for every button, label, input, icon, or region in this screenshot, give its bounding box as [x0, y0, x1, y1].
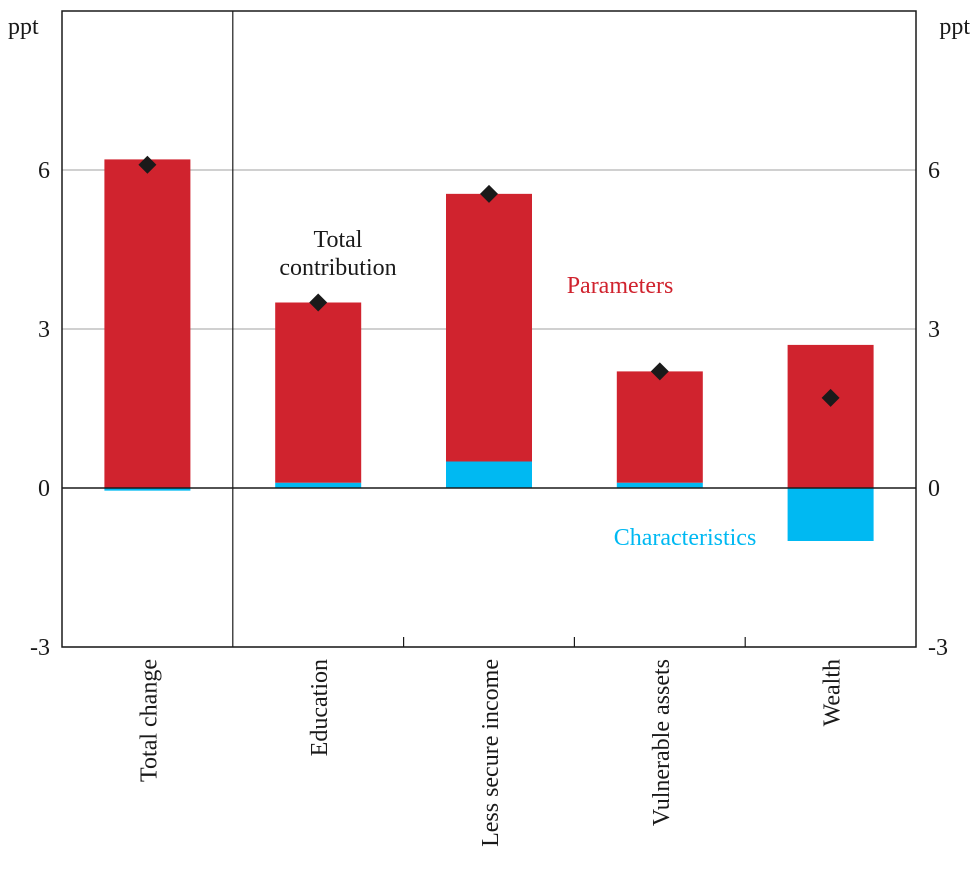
bar-segment — [616, 371, 703, 483]
total-marker — [309, 293, 328, 312]
x-tick-label: Total change — [136, 659, 162, 782]
y2-unit: ppt — [939, 14, 970, 40]
annotation: Parameters — [566, 273, 674, 299]
total-marker — [480, 184, 498, 203]
bars — [104, 159, 874, 541]
total-marker — [821, 388, 840, 407]
annotation: Total contribution — [279, 227, 397, 281]
bar-segment — [616, 482, 703, 488]
bar-segment — [446, 193, 532, 462]
x-tick-label: Education — [307, 659, 333, 756]
total-marker — [650, 362, 669, 381]
y2-tick-label: 3 — [928, 317, 940, 343]
bar-segment — [446, 461, 532, 488]
annotation: Characteristics — [613, 525, 757, 551]
total-marker — [138, 155, 157, 174]
bar-segment — [104, 488, 191, 491]
bar-segment — [275, 302, 362, 483]
x-tick-label: Wealth — [820, 659, 846, 726]
bar-segment — [275, 482, 362, 488]
y2-tick-label: 6 — [928, 158, 940, 184]
y-tick-label: -3 — [30, 635, 50, 661]
plot-frame — [61, 10, 917, 648]
x-tick-label: Less secure income — [478, 659, 504, 847]
bar-segment — [787, 488, 874, 541]
y2-tick-label: 0 — [928, 476, 940, 502]
y-tick-label: 0 — [38, 476, 50, 502]
y2-tick-label: -3 — [928, 635, 948, 661]
y-unit: ppt — [8, 14, 39, 40]
bar-segment — [104, 159, 191, 488]
y-tick-label: 3 — [38, 317, 50, 343]
bar-segment — [787, 344, 874, 488]
x-tick-label: Vulnerable assets — [649, 659, 675, 826]
y-tick-label: 6 — [38, 158, 50, 184]
